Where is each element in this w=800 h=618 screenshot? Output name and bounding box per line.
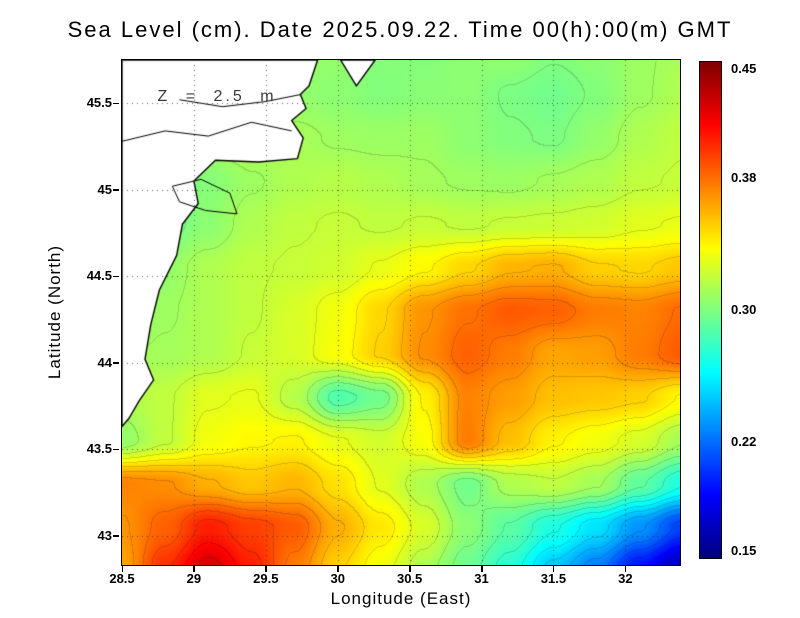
y-tick-label: 44 bbox=[97, 354, 112, 370]
y-tick-label: 45 bbox=[97, 181, 112, 197]
chart-title: Sea Level (cm). Date 2025.09.22. Time 00… bbox=[67, 17, 733, 42]
y-tick-mark bbox=[113, 189, 119, 191]
x-tick-label: 29 bbox=[186, 571, 202, 586]
x-tick-label: 31.5 bbox=[540, 571, 567, 586]
x-tick-label: 32 bbox=[618, 571, 633, 586]
x-tick-label: 30 bbox=[330, 571, 345, 586]
x-tick-mark bbox=[624, 566, 627, 572]
x-axis-label: Longitude (East) bbox=[330, 589, 472, 608]
x-tick-mark bbox=[409, 566, 411, 572]
x-tick-label: 31 bbox=[474, 571, 489, 586]
plot-area: Z = 2.5 m bbox=[120, 58, 681, 566]
x-tick-mark bbox=[481, 566, 483, 572]
x-tick-mark bbox=[121, 566, 123, 572]
y-axis-label: Latitude (North) bbox=[45, 244, 64, 380]
y-tick-mark bbox=[113, 448, 119, 451]
x-tick-mark bbox=[552, 566, 555, 572]
colorbar bbox=[698, 60, 722, 559]
y-tick-label: 43 bbox=[97, 527, 112, 543]
colorbar-tick-label: 0.22 bbox=[731, 434, 757, 450]
y-tick-mark bbox=[113, 102, 119, 105]
x-tick-mark bbox=[265, 566, 267, 572]
y-tick-mark bbox=[113, 275, 119, 278]
colorbar-tick-label: 0.15 bbox=[731, 543, 757, 558]
x-tick-mark bbox=[337, 566, 339, 572]
colorbar-canvas bbox=[699, 61, 721, 558]
colorbar-tick-label: 0.45 bbox=[731, 61, 757, 76]
colorbar-tick-label: 0.38 bbox=[731, 169, 757, 185]
y-tick-mark bbox=[113, 535, 119, 537]
x-tick-label: 29.5 bbox=[253, 571, 279, 586]
y-tick-label: 43.5 bbox=[86, 441, 112, 457]
y-tick-mark bbox=[113, 362, 119, 364]
y-tick-label: 44.5 bbox=[86, 268, 112, 284]
x-tick-label: 28.5 bbox=[109, 571, 135, 586]
x-tick-mark bbox=[193, 566, 195, 572]
depth-annotation: Z = 2.5 m bbox=[157, 87, 277, 105]
y-tick-label: 45.5 bbox=[86, 95, 112, 111]
x-tick-label: 30.5 bbox=[396, 571, 423, 586]
colorbar-tick-label: 0.30 bbox=[731, 302, 757, 317]
heatmap-canvas bbox=[121, 59, 680, 565]
